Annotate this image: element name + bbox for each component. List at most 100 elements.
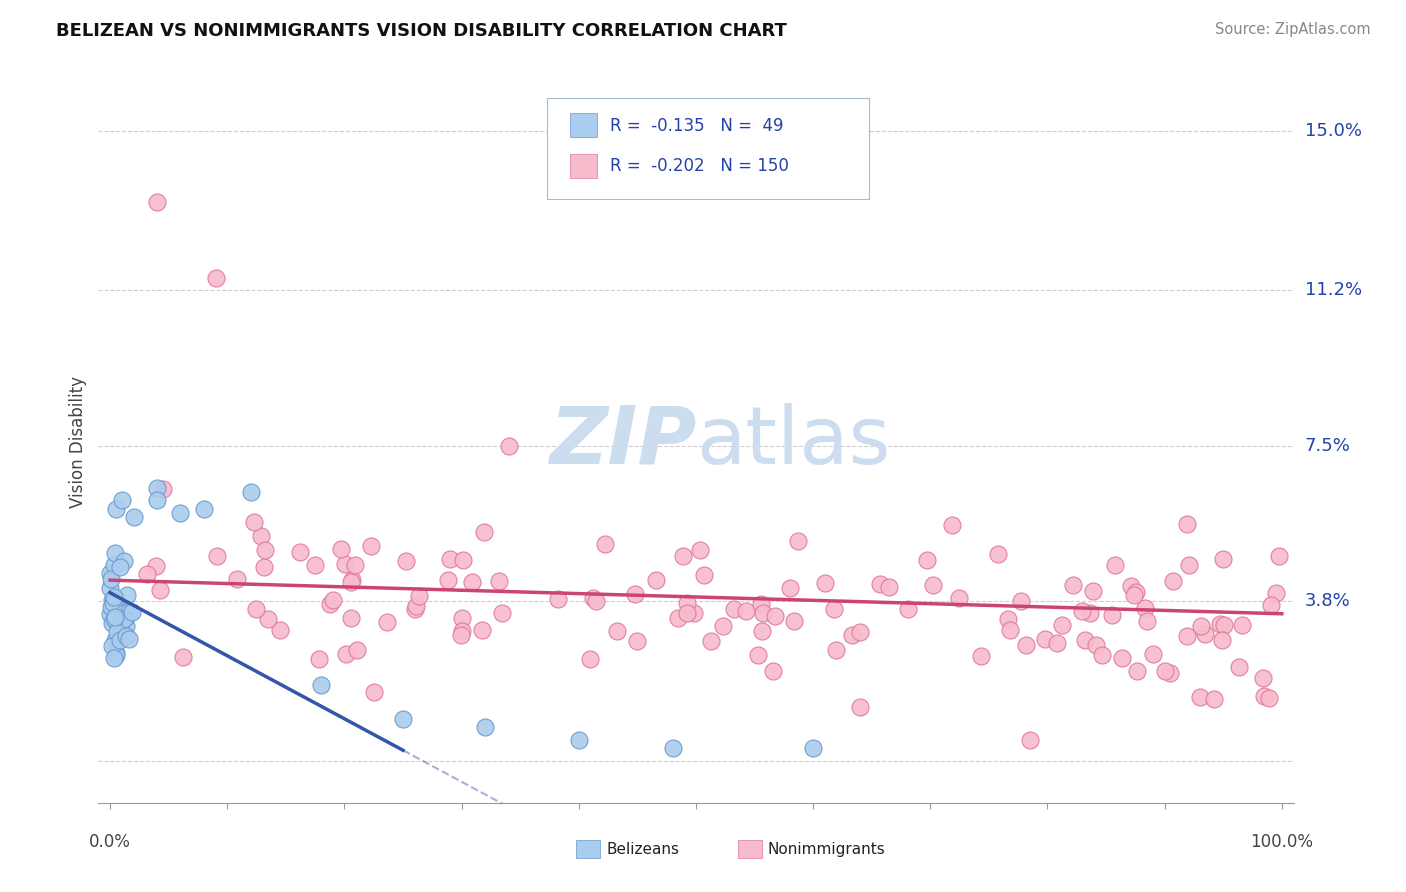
Point	[922, 578, 945, 592]
Point	[149, 583, 172, 598]
Point	[461, 575, 484, 590]
Point	[205, 549, 228, 564]
Point	[672, 549, 695, 564]
Point	[335, 647, 357, 661]
Point	[146, 493, 169, 508]
Point	[626, 634, 648, 648]
Point	[801, 741, 824, 756]
Point	[245, 602, 267, 616]
Bar	[738, 840, 762, 858]
Point	[118, 605, 141, 619]
Point	[644, 574, 666, 588]
Point	[593, 537, 616, 551]
Point	[319, 597, 342, 611]
Point	[568, 732, 591, 747]
Point	[783, 614, 806, 628]
Point	[1136, 614, 1159, 628]
Point	[172, 650, 194, 665]
Point	[363, 685, 385, 699]
Point	[451, 611, 474, 625]
Point	[1175, 517, 1198, 532]
Point	[169, 506, 191, 520]
Point	[849, 625, 872, 640]
Point	[343, 558, 366, 572]
Point	[249, 528, 271, 542]
Point	[579, 652, 602, 666]
Point	[101, 596, 124, 610]
Bar	[571, 154, 596, 178]
Point	[969, 648, 991, 663]
Point	[1081, 584, 1104, 599]
Point	[751, 624, 773, 639]
Point	[676, 596, 699, 610]
Point	[779, 581, 801, 595]
Point	[193, 501, 215, 516]
Point	[288, 545, 311, 559]
Point	[1111, 650, 1133, 665]
Point	[115, 619, 138, 633]
Text: BELIZEAN VS NONIMMIGRANTS VISION DISABILITY CORRELATION CHART: BELIZEAN VS NONIMMIGRANTS VISION DISABIL…	[56, 22, 787, 40]
Point	[676, 606, 699, 620]
Point	[472, 524, 495, 539]
Text: 3.8%: 3.8%	[1305, 592, 1350, 610]
Bar	[576, 840, 600, 858]
Point	[101, 596, 124, 610]
Point	[814, 576, 837, 591]
Point	[762, 664, 785, 678]
Point	[666, 611, 689, 625]
Point	[1126, 664, 1149, 678]
Point	[108, 559, 131, 574]
Point	[104, 610, 127, 624]
Point	[257, 612, 280, 626]
Point	[404, 602, 426, 616]
Point	[115, 588, 138, 602]
Point	[100, 593, 122, 607]
Point	[1074, 632, 1097, 647]
Point	[547, 591, 569, 606]
Text: R =  -0.135   N =  49: R = -0.135 N = 49	[610, 117, 783, 135]
Text: 0.0%: 0.0%	[89, 833, 131, 851]
Point	[1123, 588, 1146, 602]
Y-axis label: Vision Disability: Vision Disability	[69, 376, 87, 508]
Point	[1104, 558, 1126, 572]
Point	[823, 602, 845, 616]
Text: Belizeans: Belizeans	[606, 841, 679, 856]
Text: 15.0%: 15.0%	[1305, 121, 1361, 140]
Point	[98, 607, 121, 621]
Point	[723, 602, 745, 616]
Point	[700, 633, 723, 648]
Point	[1125, 584, 1147, 599]
FancyBboxPatch shape	[547, 98, 869, 200]
Point	[145, 559, 167, 574]
Point	[146, 195, 169, 210]
Point	[105, 501, 128, 516]
Point	[941, 517, 963, 532]
Point	[1015, 638, 1038, 652]
Point	[917, 553, 939, 567]
Text: ZIP: ZIP	[548, 402, 696, 481]
Text: 7.5%: 7.5%	[1305, 437, 1351, 455]
Point	[103, 590, 125, 604]
Point	[377, 615, 399, 630]
Point	[333, 558, 356, 572]
Point	[997, 612, 1019, 626]
Point	[693, 567, 716, 582]
Point	[451, 553, 474, 567]
Point	[877, 580, 900, 594]
Point	[114, 606, 136, 620]
Point	[841, 628, 863, 642]
Point	[392, 712, 415, 726]
Point	[661, 741, 683, 756]
Point	[112, 554, 135, 568]
Point	[339, 575, 361, 590]
Point	[450, 627, 472, 641]
Point	[451, 624, 474, 639]
Text: 100.0%: 100.0%	[1250, 833, 1313, 851]
Point	[405, 599, 427, 614]
Point	[1062, 578, 1084, 592]
Point	[103, 558, 125, 572]
Point	[824, 643, 846, 657]
Point	[1212, 552, 1234, 566]
Point	[471, 623, 494, 637]
Point	[107, 611, 129, 625]
